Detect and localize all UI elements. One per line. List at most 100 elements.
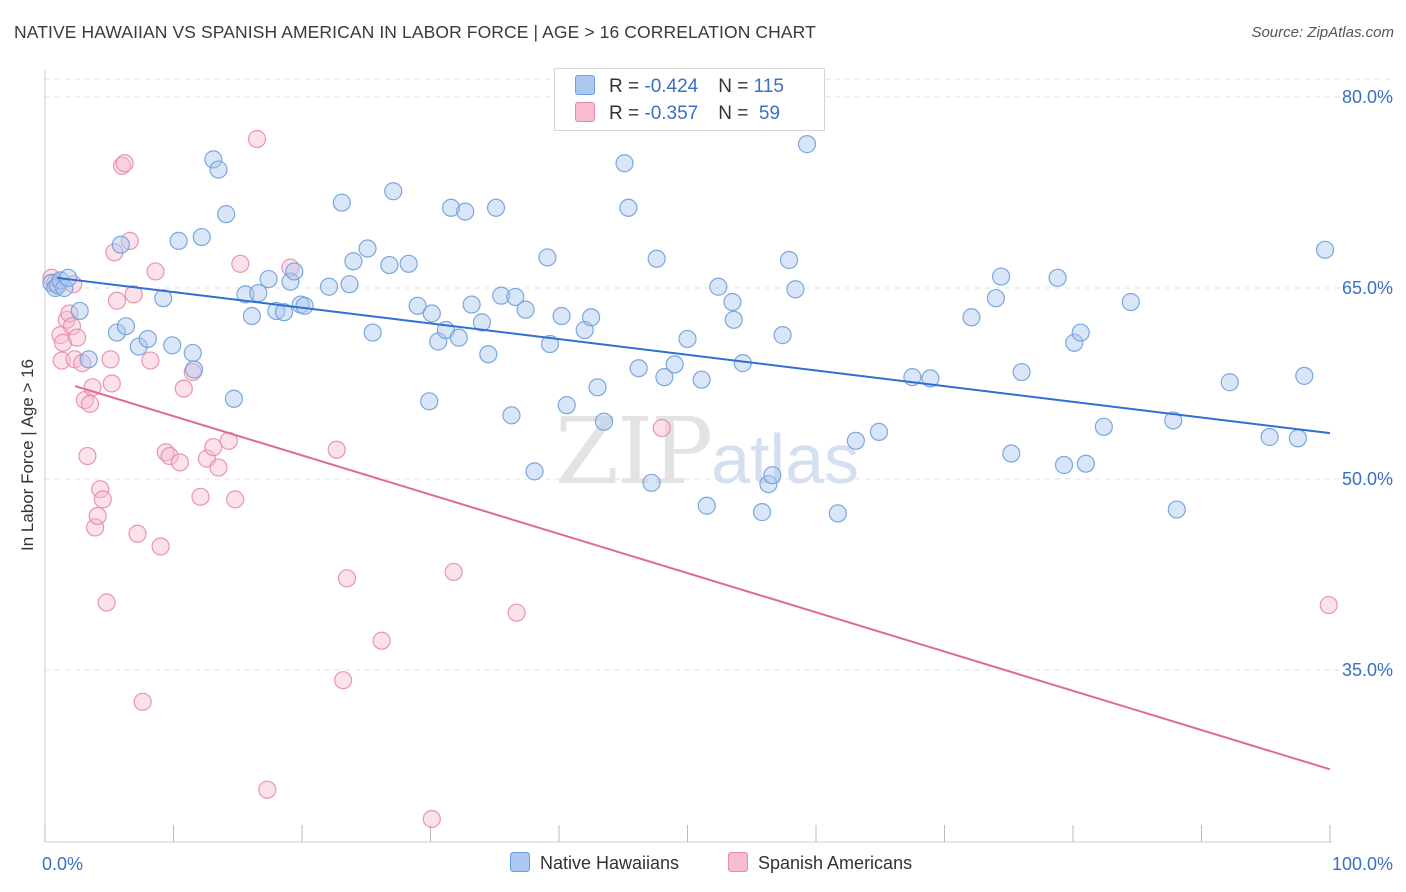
data-point: [759, 474, 778, 494]
legend-n-value: 115: [753, 76, 784, 97]
data-point: [1002, 444, 1021, 463]
data-point: [1167, 500, 1186, 519]
data-point: [319, 277, 339, 296]
data-point: [647, 249, 666, 268]
legend-row-spanish-americans: R = -0.357 N = 59: [575, 102, 780, 126]
data-point: [80, 394, 100, 413]
data-point: [86, 518, 105, 537]
data-point: [128, 524, 147, 543]
data-point: [332, 193, 351, 212]
data-point: [557, 396, 576, 415]
data-point: [552, 306, 571, 326]
data-point: [68, 328, 87, 347]
data-point: [594, 412, 614, 431]
bottom-legend-label: Spanish Americans: [758, 853, 913, 873]
legend-n-value: 59: [753, 103, 781, 124]
data-point: [295, 296, 314, 315]
data-point: [1288, 429, 1307, 448]
blue-swatch-icon: [510, 852, 530, 872]
data-point: [337, 569, 357, 588]
data-point: [479, 345, 498, 364]
data-point: [752, 503, 772, 522]
data-point: [52, 351, 71, 370]
legend-n-label: N =: [718, 103, 754, 124]
legend-r-label: R =: [609, 76, 645, 97]
data-point: [97, 593, 116, 612]
watermark: ZIPatlas: [555, 398, 859, 505]
chart-title: NATIVE HAWAIIAN VS SPANISH AMERICAN IN L…: [14, 22, 816, 42]
data-point: [184, 360, 204, 379]
data-point: [472, 313, 491, 332]
data-point: [340, 275, 359, 294]
series-spanish-americans: [42, 129, 1338, 829]
data-point: [226, 490, 245, 509]
data-point: [1012, 362, 1031, 382]
y-tick-label: 65.0%: [1342, 278, 1393, 298]
data-point: [1220, 373, 1239, 392]
trend-line-spanish-americans: [74, 385, 1331, 771]
data-point: [540, 334, 560, 354]
data-point: [358, 239, 377, 258]
tick-labels: 80.0% 65.0% 50.0% 35.0% 0.0% 100.0%: [42, 87, 1393, 874]
data-point: [274, 303, 294, 322]
data-point: [224, 389, 243, 408]
legend-r-value: -0.424: [644, 76, 699, 97]
data-point: [102, 374, 121, 393]
pink-swatch-icon: [575, 102, 595, 122]
data-point: [169, 231, 188, 250]
data-point: [921, 369, 940, 388]
x-tick-label: 0.0%: [42, 854, 83, 874]
data-point: [779, 250, 799, 270]
watermark-atlas: atlas: [711, 420, 860, 498]
trend-lines: [56, 276, 1331, 771]
data-point: [502, 406, 521, 425]
data-point: [247, 129, 267, 149]
data-point: [170, 453, 190, 472]
data-point: [986, 289, 1006, 308]
data-point: [242, 306, 261, 326]
data-point: [183, 343, 202, 363]
data-point: [112, 156, 132, 175]
axes: [44, 70, 1332, 843]
data-point: [217, 205, 236, 224]
data-point: [582, 308, 601, 327]
data-point: [724, 310, 743, 329]
data-point: [492, 286, 511, 305]
pink-swatch-icon: [728, 852, 748, 872]
data-point: [372, 631, 391, 650]
data-point: [422, 304, 441, 323]
data-point: [101, 350, 120, 369]
data-point: [655, 368, 674, 387]
data-point: [1315, 240, 1335, 259]
series-native-hawaiians: [42, 135, 1335, 523]
gridlines: [45, 78, 1392, 671]
data-point: [105, 243, 124, 262]
data-point: [1094, 417, 1113, 436]
bottom-legend-spanish-americans: Spanish Americans: [728, 852, 912, 874]
data-point: [384, 182, 403, 201]
data-point: [146, 262, 165, 281]
data-point: [154, 289, 173, 308]
data-point: [449, 328, 468, 347]
source-label: Source: ZipAtlas.com: [1251, 24, 1394, 41]
data-point: [962, 308, 981, 327]
data-point: [70, 301, 89, 321]
data-point: [422, 809, 441, 829]
data-point: [120, 231, 139, 250]
data-point: [380, 255, 399, 275]
data-point: [160, 446, 179, 466]
data-point: [93, 490, 112, 509]
data-point: [538, 248, 557, 267]
data-point: [79, 350, 98, 369]
data-point: [204, 438, 223, 457]
data-point: [258, 780, 277, 799]
data-point: [174, 379, 193, 398]
y-tick-label: 50.0%: [1342, 469, 1393, 489]
data-point: [507, 603, 526, 622]
data-point: [141, 351, 160, 370]
data-point: [151, 537, 170, 556]
data-point: [249, 283, 268, 303]
data-point: [652, 418, 671, 438]
legend-r-label: R =: [609, 103, 645, 124]
y-tick-label: 35.0%: [1342, 660, 1393, 680]
